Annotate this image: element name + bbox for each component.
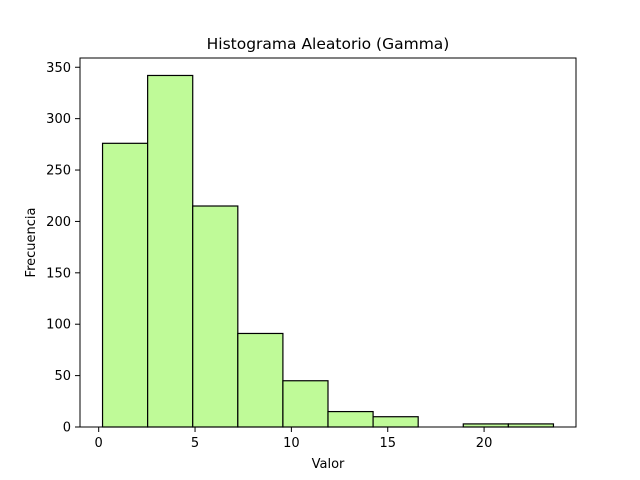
y-tick-label: 200 [46,215,71,230]
y-tick-label: 50 [54,369,71,384]
y-tick-label: 350 [46,61,71,76]
y-tick-label: 100 [46,318,71,333]
histogram-bar [192,205,239,428]
histogram-bar [147,74,194,428]
x-axis-ticks: 0 5 10 15 20 [95,427,493,451]
x-tick-label: 5 [191,436,199,451]
x-tick-label: 10 [283,436,300,451]
y-tick-label: 0 [63,421,71,436]
x-tick-label: 0 [95,436,103,451]
plot-frame [79,57,577,428]
bars-group [101,74,555,428]
chart-title: Histograma Aleatorio (Gamma) [207,35,450,53]
y-tick-label: 250 [46,164,71,179]
histogram-bar [372,416,419,428]
x-axis-label: Valor [312,457,345,472]
x-tick-label: 15 [379,436,396,451]
histogram-bar [282,380,329,428]
y-axis-ticks: 0 50 100 150 200 250 300 350 [46,61,80,436]
histogram-bar [327,410,374,428]
y-tick-label: 300 [46,112,71,127]
x-tick-label: 20 [476,436,493,451]
y-axis-label: Frecuencia [24,208,39,278]
histogram-bar [237,332,284,428]
y-tick-label: 150 [46,266,71,281]
histogram-bar [101,142,149,428]
